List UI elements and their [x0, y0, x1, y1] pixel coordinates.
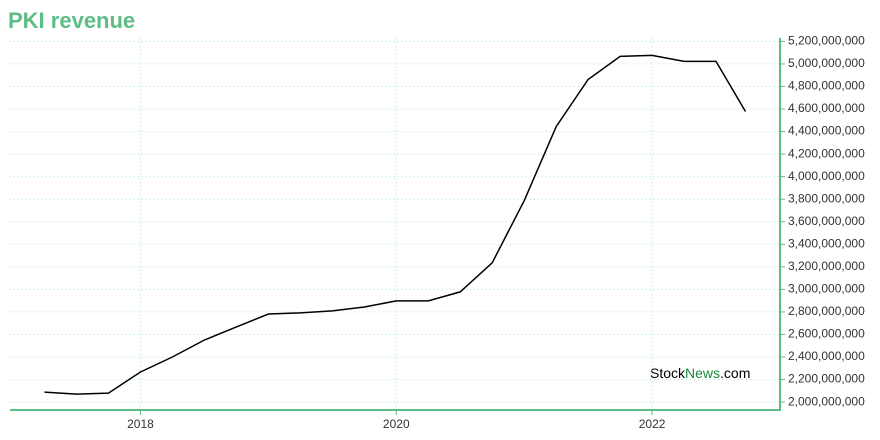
y-tick-label: 2,600,000,000: [788, 327, 865, 341]
y-tick-label: 3,600,000,000: [788, 214, 865, 228]
y-tick-label: 2,000,000,000: [788, 394, 865, 408]
y-tick-label: 5,000,000,000: [788, 56, 865, 70]
x-tick-label: 2022: [639, 417, 666, 431]
y-tick-label: 4,800,000,000: [788, 79, 865, 93]
x-tick-label: 2020: [383, 417, 410, 431]
y-tick-label: 2,400,000,000: [788, 349, 865, 363]
y-tick-label: 3,200,000,000: [788, 259, 865, 273]
y-tick-label: 3,800,000,000: [788, 191, 865, 205]
y-tick-label: 2,200,000,000: [788, 372, 865, 386]
y-tick-label: 3,000,000,000: [788, 282, 865, 296]
watermark-part: News: [685, 365, 720, 381]
y-tick-label: 4,000,000,000: [788, 169, 865, 183]
y-tick-label: 4,200,000,000: [788, 146, 865, 160]
y-tick-label: 4,600,000,000: [788, 101, 865, 115]
y-tick-label: 2,800,000,000: [788, 304, 865, 318]
y-tick-label: 3,400,000,000: [788, 236, 865, 250]
watermark: StockNews.com: [650, 365, 750, 381]
y-tick-label: 5,200,000,000: [788, 34, 865, 48]
y-tick-label: 4,400,000,000: [788, 124, 865, 138]
chart-title: PKI revenue: [8, 8, 135, 33]
line: [44, 54, 747, 395]
x-tick-label: 2018: [127, 417, 154, 431]
watermark-part: .com: [720, 365, 750, 381]
watermark-part: Stock: [650, 365, 686, 381]
